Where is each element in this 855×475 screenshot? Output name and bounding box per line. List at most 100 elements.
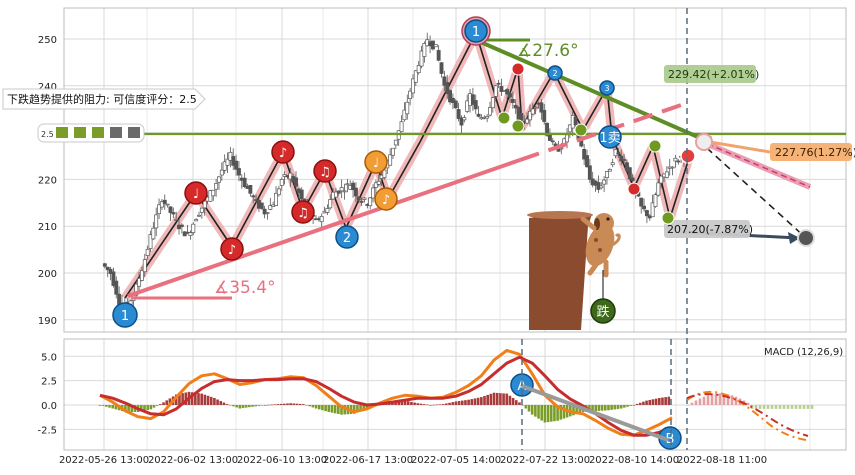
wave-marker-3 xyxy=(574,123,588,137)
macd-bar-176 xyxy=(657,397,661,405)
macd-bar-137 xyxy=(534,405,537,417)
candle-body-200 xyxy=(673,157,678,162)
signal-marker-label-7: ♩ xyxy=(373,156,379,171)
candle-body-76 xyxy=(319,216,324,223)
signal-marker-2: ♪ xyxy=(220,237,244,261)
macd-forecast-bar-20 xyxy=(766,405,770,409)
candle-body-153 xyxy=(539,102,544,113)
macd-bar-168 xyxy=(632,405,636,406)
candle-body-55 xyxy=(259,202,264,209)
candle-body-52 xyxy=(251,195,256,198)
candle-body-176 xyxy=(605,171,609,178)
ascending-trendline xyxy=(127,158,521,298)
macd-forecast-bar-9 xyxy=(722,393,726,405)
candle-body-165 xyxy=(573,116,578,126)
candle-body-49 xyxy=(242,177,247,188)
candle-body-3 xyxy=(111,271,116,286)
time-tick-label-6: 2022-08-10 14:00 xyxy=(589,455,679,466)
signal-marker-13: 跌 xyxy=(590,298,616,324)
candle-body-34 xyxy=(199,207,204,213)
macd-lines: AB xyxy=(99,348,682,450)
macd-bar-18 xyxy=(155,405,159,406)
price-tick-label-3: 220 xyxy=(38,175,57,186)
macd-bar-146 xyxy=(562,405,566,419)
candle-body-15 xyxy=(145,249,150,256)
macd-bar-105 xyxy=(432,404,435,406)
macd-forecast-dif xyxy=(686,390,807,441)
macd-bar-51 xyxy=(260,405,264,406)
candle-body-109 xyxy=(413,70,418,83)
time-tick-label-2: 2022-06-10 13:00 xyxy=(237,455,327,466)
macd-bar-94 xyxy=(397,401,401,405)
macd-bar-19 xyxy=(159,404,162,405)
macd-bar-71 xyxy=(324,405,327,412)
candle-body-12 xyxy=(137,278,142,287)
wave-marker-1 xyxy=(497,111,511,125)
candle-body-134 xyxy=(485,116,490,119)
macd-forecast-bar-18 xyxy=(758,405,762,409)
macd-bar-100 xyxy=(416,403,420,405)
price-panel xyxy=(64,8,846,332)
macd-bar-99 xyxy=(413,402,416,405)
macd-bar-136 xyxy=(530,405,534,415)
price-tick-label-5: 240 xyxy=(38,82,57,93)
candle-body-117 xyxy=(436,50,441,61)
macd-bar-32 xyxy=(200,393,203,405)
macd-bar-122 xyxy=(486,394,489,405)
macd-bar-164 xyxy=(619,405,623,409)
candle-body-22 xyxy=(165,203,170,206)
signal-marker-label-12: 1卖 xyxy=(599,131,620,146)
signal-marker-label-5: ♫ xyxy=(319,165,331,180)
macd-bar-36 xyxy=(213,397,216,405)
macd-bar-53 xyxy=(267,404,270,406)
candle-body-87 xyxy=(351,182,356,191)
candle-body-31 xyxy=(191,223,196,233)
macd-bar-75 xyxy=(337,405,340,414)
candle-body-139 xyxy=(499,86,504,92)
candle-body-126 xyxy=(462,117,467,121)
candle-body-20 xyxy=(159,201,164,208)
macd-forecast-bar-12 xyxy=(734,396,738,405)
candle-body-46 xyxy=(234,160,239,170)
time-tick-label-4: 2022-07-05 14:00 xyxy=(411,455,501,466)
candle-body-127 xyxy=(465,100,470,112)
macd-bar-72 xyxy=(327,405,331,413)
candle-body-151 xyxy=(533,106,538,109)
candle-body-62 xyxy=(279,179,284,186)
candle-body-98 xyxy=(382,169,387,179)
candle-body-194 xyxy=(656,182,661,196)
candle-body-82 xyxy=(336,190,341,194)
macd-bar-9 xyxy=(127,405,130,413)
macd-tick-label-2: 2.5 xyxy=(41,377,57,388)
price-tick-label-6: 250 xyxy=(38,35,57,46)
macd-forecast-bar-27 xyxy=(794,405,798,409)
candle-body-96 xyxy=(376,180,381,185)
macd-bar-41 xyxy=(228,405,232,406)
macd-forecast-bar-31 xyxy=(810,405,814,409)
candle-body-143 xyxy=(510,98,515,103)
ascending-angle-label: ∡35.4° xyxy=(214,278,276,298)
candle-body-119 xyxy=(442,76,447,86)
candle-body-169 xyxy=(585,155,589,168)
macd-bar-166 xyxy=(626,405,629,407)
macd-bar-49 xyxy=(254,405,258,407)
macd-bar-130 xyxy=(511,397,515,405)
macd-forecast-bar-28 xyxy=(798,405,802,409)
macd-forecast-bar-4 xyxy=(702,396,706,405)
macd-marker-label-1: B xyxy=(666,432,675,447)
macd-forecast-bar-22 xyxy=(774,405,778,409)
macd-grey-guide xyxy=(521,384,669,442)
macd-bar-123 xyxy=(489,393,493,405)
macd-bar-159 xyxy=(603,405,607,411)
macd-bar-113 xyxy=(457,401,461,405)
macd-bar-83 xyxy=(362,405,366,410)
candle-body-102 xyxy=(393,139,398,146)
candle-body-60 xyxy=(274,192,278,206)
candle-body-105 xyxy=(402,109,407,121)
candle-body-13 xyxy=(139,270,144,281)
macd-forecast-bar-6 xyxy=(710,394,714,405)
macd-bar-170 xyxy=(638,402,642,405)
price-y-axis: 190200210220230240250 xyxy=(38,35,57,327)
signal-marker-5: ♫ xyxy=(313,159,337,183)
